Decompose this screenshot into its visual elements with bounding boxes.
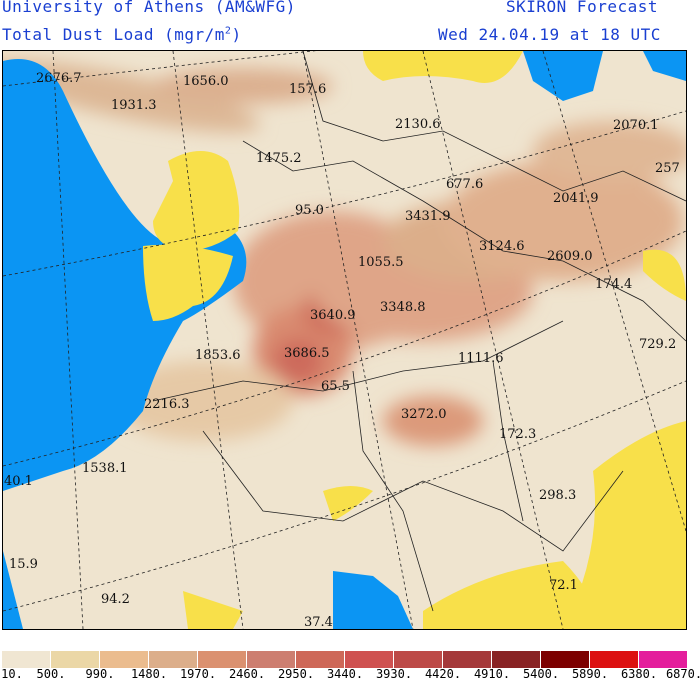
legend-tick: 6870.	[665, 667, 700, 681]
map-label: 1853.6	[195, 348, 241, 363]
legend-swatch	[149, 651, 197, 668]
map-label: 3348.8	[380, 300, 426, 315]
map-label: 677.6	[446, 177, 484, 192]
dust-map: 2676.7 1656.0 157.6 1931.3 2130.6 2070.1…	[2, 50, 687, 630]
legend-swatch	[51, 651, 99, 668]
graticule	[3, 51, 686, 629]
legend-tick: 500.	[36, 667, 66, 681]
map-label: 2070.1	[613, 118, 659, 133]
map-label: 1931.3	[111, 98, 157, 113]
map-label: 37.4	[304, 615, 333, 630]
valid-time: Wed 24.04.19 at 18 UTC	[438, 25, 661, 44]
legend-swatch	[198, 651, 246, 668]
map-label: 1538.1	[82, 461, 128, 476]
variable-sup: 2	[224, 25, 232, 37]
low-dust-areas	[143, 51, 686, 629]
map-label: 40.1	[4, 474, 33, 489]
legend-tick: 4420.	[424, 667, 462, 681]
legend-tick: 2460.	[228, 667, 266, 681]
map-label: 1475.2	[256, 151, 302, 166]
legend-tick: 4910.	[473, 667, 511, 681]
country-borders	[152, 51, 686, 612]
variable-text: Total Dust Load (mgr/m	[2, 25, 225, 44]
map-label: 2041.9	[553, 191, 599, 206]
map-label: 65.5	[321, 379, 350, 394]
map-label: 3640.9	[310, 308, 356, 323]
legend-tick: 990.	[85, 667, 115, 681]
dust-field	[3, 59, 686, 446]
map-label: 3431.9	[405, 209, 451, 224]
legend-tick: 1480.	[130, 667, 168, 681]
legend-swatch	[394, 651, 442, 668]
map-label: 72.1	[549, 578, 578, 593]
map-label: 1111.6	[458, 351, 504, 366]
legend-swatch	[296, 651, 344, 668]
map-label: 15.9	[9, 557, 38, 572]
legend-swatch	[247, 651, 295, 668]
map-label: 2609.0	[547, 249, 593, 264]
map-label: 174.4	[595, 277, 633, 292]
map-label: 157.6	[289, 82, 327, 97]
map-label: 729.2	[639, 337, 677, 352]
legend-tick: 1970.	[179, 667, 217, 681]
ocean-mask	[3, 51, 686, 629]
variable-end: )	[231, 25, 242, 44]
map-label: 3124.6	[479, 239, 525, 254]
map-label: 95.0	[295, 203, 324, 218]
map-label: 2216.3	[144, 397, 190, 412]
legend-swatch	[345, 651, 393, 668]
legend-swatch	[639, 651, 687, 668]
product-title: SKIRON Forecast	[506, 0, 658, 16]
legend-tick: 3930.	[375, 667, 413, 681]
variable-title: Total Dust Load (mgr/m2)	[2, 25, 242, 44]
legend-swatch	[443, 651, 491, 668]
map-label: 298.3	[539, 488, 577, 503]
map-label: 2676.7	[36, 71, 82, 86]
map-label: 172.3	[499, 427, 537, 442]
legend-tick: 10.	[1, 667, 23, 681]
legend-tick: 3440.	[326, 667, 364, 681]
institution-title: University of Athens (AM&WFG)	[2, 0, 296, 16]
legend-tick: 6380.	[620, 667, 658, 681]
map-label: 1656.0	[183, 74, 229, 89]
map-label: 3686.5	[284, 346, 330, 361]
legend-swatch	[492, 651, 540, 668]
legend-tick: 5400.	[522, 667, 560, 681]
legend-tick: 5890.	[571, 667, 609, 681]
map-label: 2130.6	[395, 117, 441, 132]
map-label: 3272.0	[401, 407, 447, 422]
legend-swatch	[590, 651, 638, 668]
legend-swatch	[2, 651, 50, 668]
legend-swatch	[541, 651, 589, 668]
map-graphics	[3, 51, 686, 629]
legend-tick: 2950.	[277, 667, 315, 681]
map-label: 1055.5	[358, 255, 404, 270]
color-legend	[2, 651, 688, 668]
map-label: 94.2	[101, 592, 130, 607]
legend-swatch	[100, 651, 148, 668]
map-label: 257	[655, 161, 680, 176]
